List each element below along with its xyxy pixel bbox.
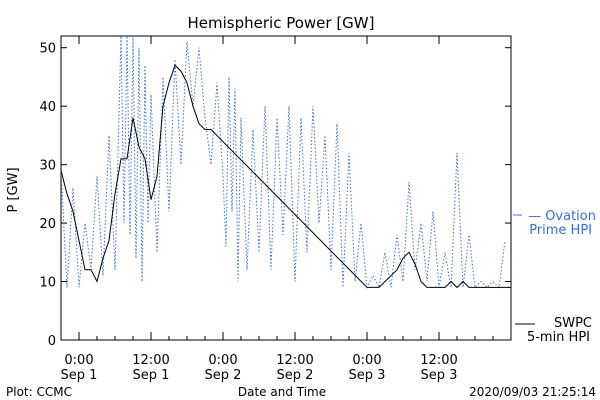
x-tick-label-date: Sep 3 [421,368,458,383]
y-tick-label: 20 [39,217,56,232]
x-tick-label-date: Sep 1 [61,368,98,383]
y-tick-label: 0 [48,334,56,349]
x-tick-label-date: Sep 1 [133,368,170,383]
legend-ovation-label: — Ovation [528,209,596,224]
legend-ovation-label-2: Prime HPI [529,223,592,238]
y-axis-label: P [GW] [6,167,21,212]
x-tick-label-time: 0:00 [352,353,381,368]
x-tick-label-time: 12:00 [276,353,313,368]
y-axis-ticks: 0 10 20 30 40 50 [39,42,511,349]
x-tick-label-date: Sep 2 [277,368,314,383]
y-tick-label: 50 [39,42,56,57]
series-swpc-line [60,64,511,289]
y-tick-label: 40 [39,100,56,115]
footer-timestamp: 2020/09/03 21:25:14 [469,385,596,399]
x-tick-label-time: 0:00 [208,353,237,368]
x-tick-label-date: Sep 3 [349,368,386,383]
chart-title: Hemispheric Power [GW] [188,14,375,32]
x-tick-label-time: 0:00 [64,353,93,368]
y-tick-label: 30 [39,159,56,174]
y-tick-label: 10 [39,276,56,291]
legend-swpc-label: SWPC [554,316,592,331]
series-ovation-line [60,35,506,290]
footer-plot-credit: Plot: CCMC [6,385,72,399]
legend-swpc-label-2: 5-min HPI [527,330,590,345]
x-axis-label: Date and Time [238,385,326,399]
x-tick-label-time: 12:00 [420,353,457,368]
x-tick-label-time: 12:00 [132,353,169,368]
series-layer [60,35,511,290]
plot-frame [60,35,512,341]
x-tick-label-date: Sep 2 [205,368,242,383]
